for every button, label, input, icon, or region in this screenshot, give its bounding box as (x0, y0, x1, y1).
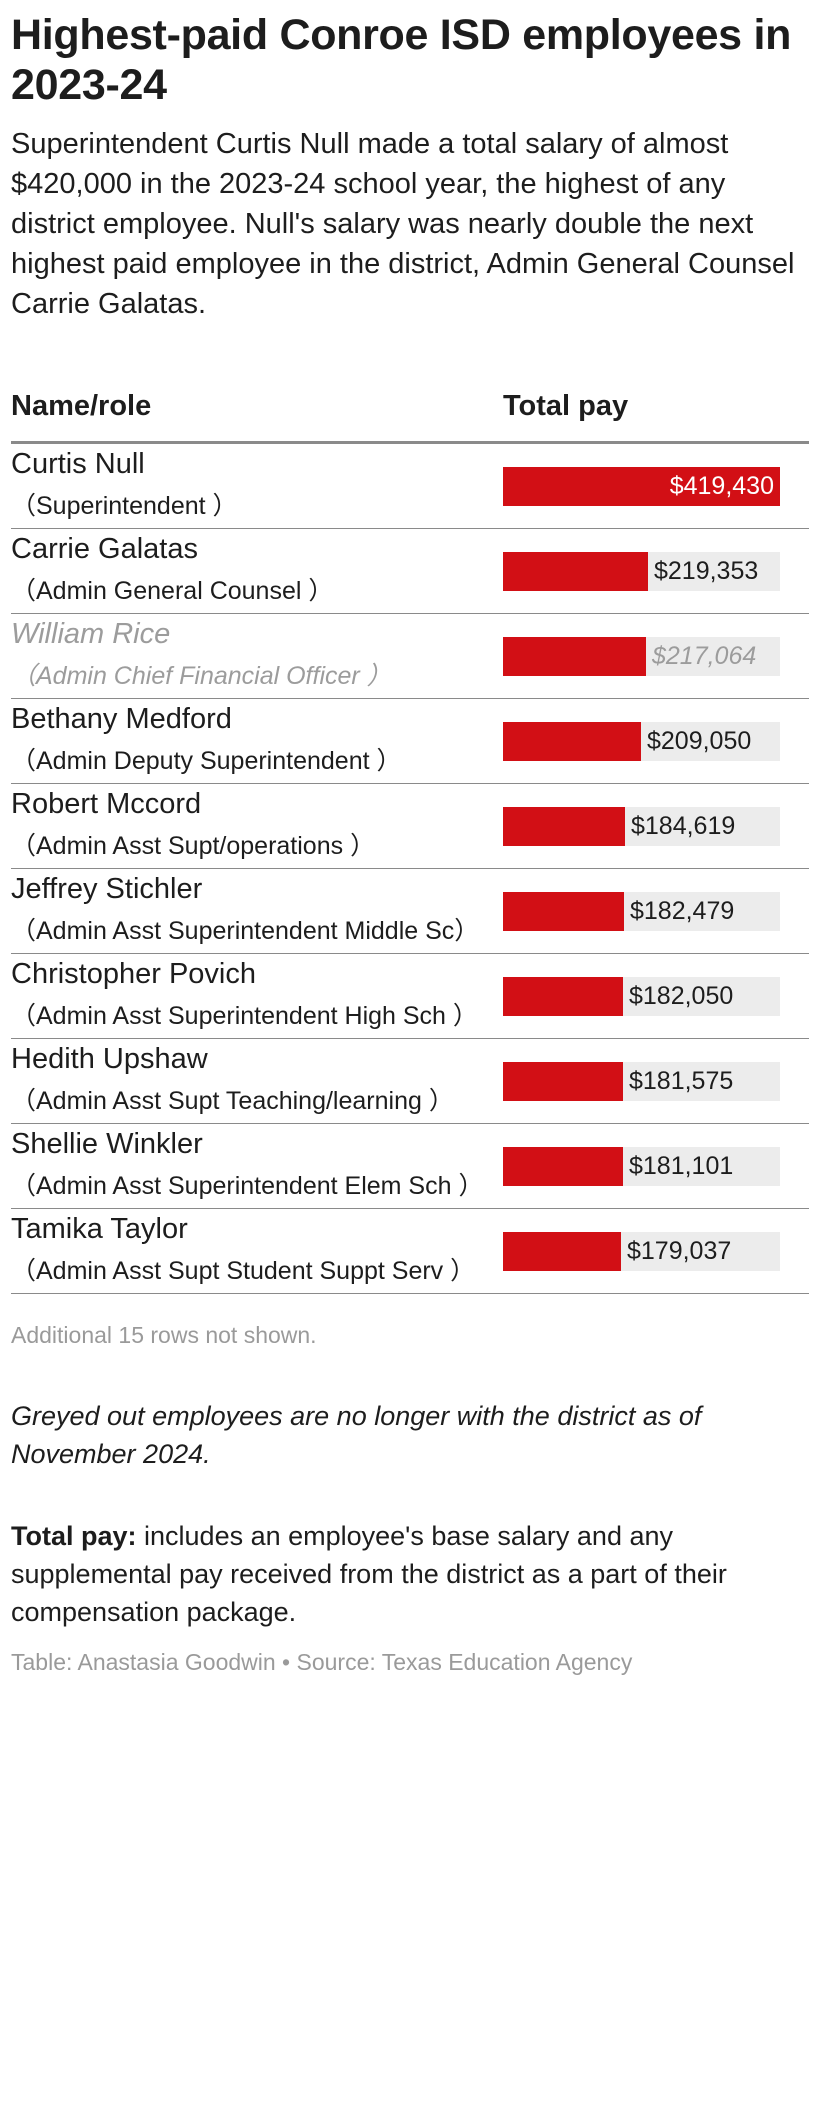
total-pay-cell: $179,037 (501, 1208, 809, 1294)
pay-bar-track: $219,353 (503, 551, 780, 591)
employee-name: William Rice (11, 618, 171, 650)
pay-bar (503, 1061, 623, 1101)
source-credit: Table: Anastasia Goodwin • Source: Texas… (11, 1649, 633, 1675)
employee-name: Robert Mccord (11, 788, 202, 820)
column-header-pay[interactable]: Total pay (501, 390, 809, 444)
employee-role: （Admin Asst Superintendent High Sch ） (11, 1002, 478, 1030)
employee-role: （Admin General Counsel ） (11, 577, 334, 605)
employee-name: Hedith Upshaw (11, 1043, 208, 1075)
employee-name: Christopher Povich (11, 958, 256, 990)
employee-name: Carrie Galatas (11, 533, 198, 565)
pay-value-label: $219,353 (654, 556, 759, 585)
employee-role: （Admin Asst Supt Teaching/learning ） (11, 1087, 454, 1115)
pay-bar-track: $179,037 (503, 1231, 780, 1271)
pay-bar (503, 976, 623, 1016)
pay-bar-track: $209,050 (503, 721, 780, 761)
pay-value-label: $181,101 (629, 1151, 734, 1180)
pay-value-label: $182,050 (629, 981, 734, 1010)
total-pay-cell: $182,050 (501, 953, 809, 1039)
name-role-cell: Curtis Null （Superintendent ） (11, 442, 501, 529)
pay-value-label: $179,037 (627, 1236, 732, 1265)
pay-value-label: $217,064 (652, 641, 757, 670)
name-role-cell: William Rice （Admin Chief Financial Offic… (11, 613, 501, 699)
pay-bar (503, 891, 624, 931)
pay-bar (503, 466, 780, 506)
salary-table: Name/role Total pay Curtis Null （Superint… (11, 390, 809, 1294)
pay-bar-track: $182,050 (503, 976, 780, 1016)
employee-name: Curtis Null (11, 448, 145, 480)
employee-role: （Admin Asst Supt/operations ） (11, 832, 376, 860)
table-row[interactable]: William Rice （Admin Chief Financial Offic… (11, 613, 809, 699)
pay-bar (503, 721, 641, 761)
more-rows-note: Additional 15 rows not shown. (11, 1322, 317, 1348)
definition-text: includes an employee's base salary and a… (11, 1521, 727, 1627)
chart-container: Highest-paid Conroe ISD employees in 202… (11, 11, 809, 1675)
chart-description: Superintendent Curtis Null made a total … (11, 128, 795, 320)
chart-title: Highest-paid Conroe ISD employees in 202… (11, 11, 792, 109)
name-role-cell: Bethany Medford （Admin Deputy Superintend… (11, 698, 501, 784)
table-row[interactable]: Hedith Upshaw （Admin Asst Supt Teaching/l… (11, 1038, 809, 1124)
table-row[interactable]: Bethany Medford （Admin Deputy Superintend… (11, 698, 809, 784)
pay-bar (503, 806, 625, 846)
pay-bar-track: $184,619 (503, 806, 780, 846)
pay-value-label: $209,050 (647, 726, 752, 755)
pay-bar (503, 1146, 623, 1186)
name-role-cell: Carrie Galatas （Admin General Counsel ） (11, 528, 501, 614)
employee-role: （Admin Asst Superintendent Elem Sch ） (11, 1172, 484, 1200)
total-pay-definition: Total pay: includes an employee's base s… (11, 1517, 809, 1631)
name-role-cell: Robert Mccord （Admin Asst Supt/operations… (11, 783, 501, 869)
employee-name: Tamika Taylor (11, 1213, 188, 1245)
name-role-cell: Jeffrey Stichler （Admin Asst Superintende… (11, 868, 501, 954)
employee-role: （Admin Deputy Superintendent ） (11, 747, 402, 775)
employee-name: Jeffrey Stichler (11, 873, 203, 905)
greyed-out-note: Greyed out employees are no longer with … (11, 1401, 702, 1469)
table-row[interactable]: Curtis Null （Superintendent ） $419,430 (11, 442, 809, 529)
total-pay-cell: $181,101 (501, 1123, 809, 1209)
total-pay-cell: $217,064 (501, 613, 809, 699)
employee-name: Bethany Medford (11, 703, 232, 735)
pay-bar-track: $181,575 (503, 1061, 780, 1101)
table-body: Curtis Null （Superintendent ） $419,430 Carr… (11, 442, 809, 1294)
column-header-name[interactable]: Name/role (11, 390, 501, 444)
total-pay-cell: $184,619 (501, 783, 809, 869)
total-pay-cell: $419,430 (501, 442, 809, 529)
pay-bar (503, 551, 648, 591)
total-pay-cell: $182,479 (501, 868, 809, 954)
pay-value-label: $181,575 (629, 1066, 734, 1095)
table-row[interactable]: Tamika Taylor （Admin Asst Supt Student Su… (11, 1208, 809, 1294)
pay-value-label: $184,619 (631, 811, 736, 840)
table-row[interactable]: Shellie Winkler （Admin Asst Superintenden… (11, 1123, 809, 1209)
employee-role: （Admin Asst Supt Student Suppt Serv ） (11, 1257, 476, 1285)
definition-label: Total pay: (11, 1521, 137, 1551)
pay-bar-track: $182,479 (503, 891, 780, 931)
name-role-cell: Tamika Taylor （Admin Asst Supt Student Su… (11, 1208, 501, 1294)
employee-name: Shellie Winkler (11, 1128, 203, 1160)
table-row[interactable]: Robert Mccord （Admin Asst Supt/operations… (11, 783, 809, 869)
name-role-cell: Shellie Winkler （Admin Asst Superintenden… (11, 1123, 501, 1209)
total-pay-cell: $219,353 (501, 528, 809, 614)
pay-value-label: $182,479 (630, 896, 735, 925)
table-row[interactable]: Jeffrey Stichler （Admin Asst Superintende… (11, 868, 809, 954)
employee-role: （Admin Chief Financial Officer ） (11, 662, 392, 690)
pay-bar (503, 636, 646, 676)
table-row[interactable]: Christopher Povich （Admin Asst Superinten… (11, 953, 809, 1039)
table-row[interactable]: Carrie Galatas （Admin General Counsel ） $2… (11, 528, 809, 614)
table-header-row: Name/role Total pay (11, 390, 809, 444)
pay-bar-track: $217,064 (503, 636, 780, 676)
employee-role: （Superintendent ） (11, 492, 238, 520)
total-pay-cell: $181,575 (501, 1038, 809, 1124)
name-role-cell: Christopher Povich （Admin Asst Superinten… (11, 953, 501, 1039)
total-pay-cell: $209,050 (501, 698, 809, 784)
employee-role: （Admin Asst Superintendent Middle Sc） (11, 917, 480, 945)
pay-value-label: $419,430 (669, 471, 774, 500)
pay-bar (503, 1231, 621, 1271)
pay-bar-track: $181,101 (503, 1146, 780, 1186)
name-role-cell: Hedith Upshaw （Admin Asst Supt Teaching/l… (11, 1038, 501, 1124)
pay-bar-track: $419,430 (503, 466, 780, 506)
